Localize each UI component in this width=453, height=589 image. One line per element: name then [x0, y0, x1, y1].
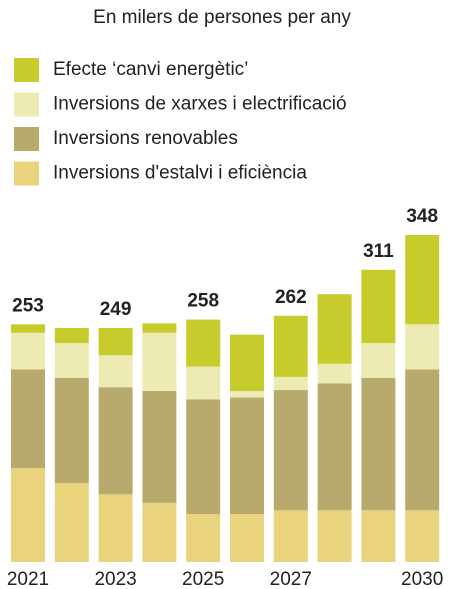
chart-subtitle: En milers de persones per any [93, 7, 351, 28]
bar-segment [186, 319, 221, 367]
bar-segment [230, 334, 264, 391]
bar-segment [230, 397, 264, 515]
bar-segment [273, 390, 308, 511]
x-tick-label: 2025 [182, 569, 224, 589]
x-tick-label: 2027 [270, 569, 312, 589]
legend-label: Inversions renovables [53, 128, 238, 149]
x-tick-label: 2023 [94, 569, 136, 589]
bar-segment [142, 502, 177, 562]
bar-segment [98, 355, 133, 388]
total-label: 262 [275, 287, 307, 308]
total-label: 311 [363, 241, 394, 262]
bar-segment [405, 369, 440, 511]
bar-segment [54, 328, 89, 344]
bar-segment [98, 387, 133, 495]
legend-label: Inversions d'estalvi i eficiència [53, 163, 307, 184]
bar-segment [54, 343, 89, 378]
legend-swatch [14, 58, 39, 82]
bar-segment [317, 510, 352, 562]
bar-segment [54, 483, 89, 562]
total-label: 249 [100, 299, 132, 320]
bar-segment [142, 390, 177, 503]
bar-segment [98, 494, 133, 562]
legend-swatch [14, 92, 39, 117]
bar-segment [98, 328, 133, 356]
bar-segment [273, 315, 308, 377]
bar-segment [54, 377, 89, 484]
bar-segment [142, 323, 177, 333]
bar-segment [317, 294, 352, 364]
bar-segment [11, 324, 45, 333]
bar-segment [273, 510, 308, 562]
bar-segment [317, 363, 352, 384]
bar-segment [230, 514, 264, 562]
x-tick-label: 2021 [7, 569, 49, 589]
bar-segment [142, 332, 177, 391]
bar-segment [186, 366, 221, 400]
bar-segment [273, 376, 308, 391]
bar-segment [11, 332, 45, 370]
bar-segment [405, 324, 440, 370]
bar-segment [361, 343, 396, 378]
bar-segment [361, 377, 396, 511]
total-label: 253 [12, 295, 44, 316]
bar-segment [405, 235, 440, 325]
bar-segment [405, 510, 440, 562]
legend-label: Inversions de xarxes i electrificació [53, 94, 347, 115]
total-label: 348 [406, 206, 438, 227]
bar-segment [361, 269, 396, 344]
bar-segment [11, 369, 45, 469]
bar-segment [317, 383, 352, 511]
total-label: 258 [187, 291, 219, 312]
legend-label: Efecte ‘canvi energètic’ [53, 59, 248, 80]
bar-segment [361, 510, 396, 562]
bar-segment [230, 390, 264, 398]
bar-segment [11, 468, 45, 562]
bar-segment [186, 399, 221, 515]
legend-swatch [14, 161, 39, 186]
legend-swatch [14, 127, 39, 151]
bar-segment [186, 514, 221, 562]
x-tick-label: 2030 [401, 569, 443, 589]
